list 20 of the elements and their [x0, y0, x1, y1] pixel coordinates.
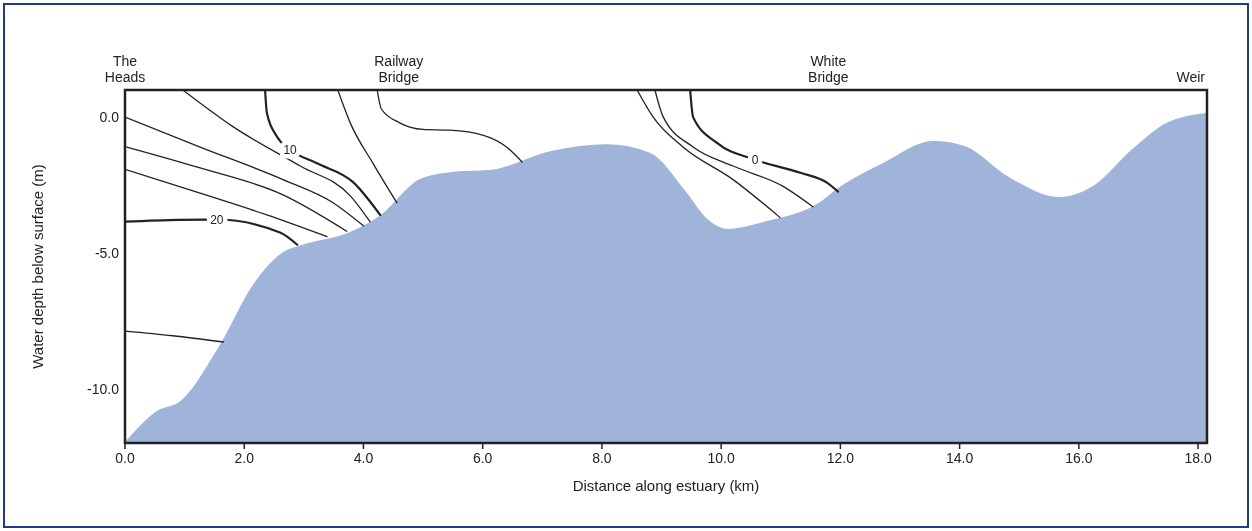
x-tick-label: 0.0 [115, 450, 135, 466]
x-tick-label: 16.0 [1065, 450, 1093, 466]
x-tick-label: 12.0 [826, 450, 855, 466]
text: Weir [1176, 69, 1206, 85]
text: White Bridge [808, 53, 849, 85]
text: The Heads [104, 53, 146, 85]
x-tick-label: 10.0 [707, 450, 735, 466]
x-tick-label: 14.0 [945, 450, 974, 466]
line-series [126, 146, 348, 232]
y-tick-label: -5.0 [94, 244, 120, 261]
x-tick-label: 8.0 [592, 450, 612, 466]
x-tick-label: 6.0 [472, 450, 493, 466]
y-tick-label: 0.0 [99, 109, 120, 126]
x-tick-label: 2.0 [234, 450, 255, 466]
y-tick-label: -10.0 [87, 380, 120, 397]
x-tick-label: 18.0 [1184, 450, 1212, 466]
x-axis-title: Distance along estuary (km) [572, 477, 760, 494]
y-axis-title: Water depth below surface (m) [29, 164, 46, 369]
text: Railway Bridge [374, 53, 424, 85]
x-tick-label: 4.0 [353, 450, 374, 466]
